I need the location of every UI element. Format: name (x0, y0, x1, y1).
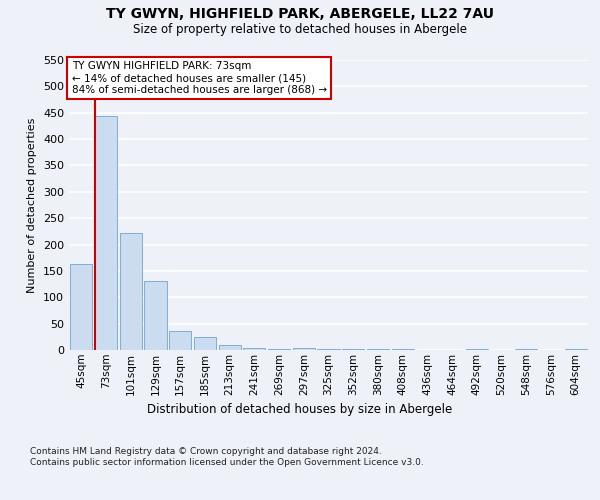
Bar (218, 346, 241, 350)
Bar (194, 338, 216, 350)
Bar (119, 233, 142, 350)
Bar (243, 348, 265, 350)
Text: TY GWYN HIGHFIELD PARK: 73sqm
← 14% of detached houses are smaller (145)
84% of : TY GWYN HIGHFIELD PARK: 73sqm ← 14% of d… (71, 62, 327, 94)
Text: Distribution of detached houses by size in Abergele: Distribution of detached houses by size … (148, 402, 452, 415)
Text: TY GWYN, HIGHFIELD PARK, ABERGELE, LL22 7AU: TY GWYN, HIGHFIELD PARK, ABERGELE, LL22 … (106, 8, 494, 22)
Bar (145, 282, 167, 350)
Y-axis label: Number of detached properties: Number of detached properties (28, 118, 37, 292)
Bar (367, 349, 389, 350)
Bar (293, 348, 315, 350)
Text: Size of property relative to detached houses in Abergele: Size of property relative to detached ho… (133, 22, 467, 36)
Bar (70, 264, 92, 350)
Bar (95, 116, 117, 350)
Bar (268, 349, 290, 350)
Text: Contains HM Land Registry data © Crown copyright and database right 2024.
Contai: Contains HM Land Registry data © Crown c… (30, 448, 424, 467)
Bar (169, 331, 191, 350)
